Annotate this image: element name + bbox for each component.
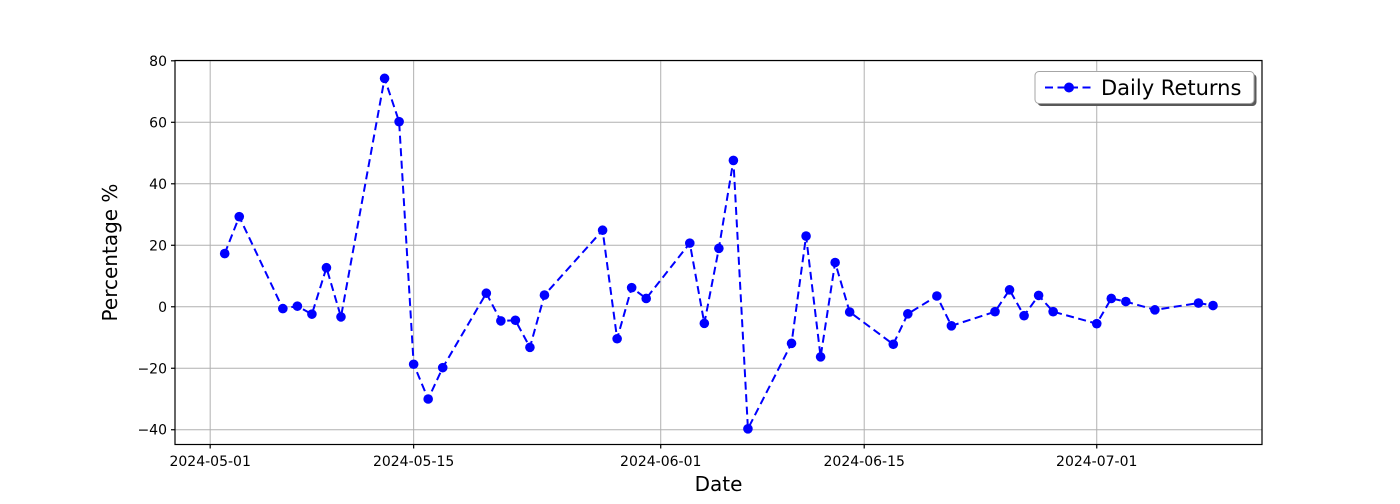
data-point — [1091, 318, 1102, 329]
x-tick-label: 2024-05-01 — [169, 454, 250, 470]
data-point — [932, 291, 942, 301]
data-point — [423, 394, 433, 404]
data-point — [844, 307, 855, 317]
data-point — [408, 359, 419, 370]
data-point — [830, 257, 840, 268]
data-point — [1121, 296, 1131, 307]
data-point — [888, 339, 899, 350]
data-point — [321, 262, 332, 273]
data-point — [481, 288, 492, 299]
data-point — [728, 155, 739, 166]
data-point — [699, 318, 710, 329]
data-point — [946, 321, 957, 331]
data-point — [1019, 310, 1029, 321]
data-point — [1033, 290, 1044, 301]
data-line — [223, 78, 1214, 433]
legend: Daily Returns — [1034, 71, 1257, 106]
data-point — [278, 303, 288, 314]
data-point — [336, 312, 346, 322]
data-point — [903, 309, 913, 319]
legend-label: Daily Returns — [1101, 76, 1241, 100]
y-tick-label: −40 — [137, 423, 167, 439]
data-point — [597, 225, 608, 236]
data-series — [219, 73, 1218, 434]
y-tick-label: 20 — [149, 238, 167, 254]
x-axis-label: Date — [695, 472, 743, 496]
data-point — [379, 73, 390, 84]
data-point — [714, 243, 724, 254]
data-point — [1048, 306, 1058, 317]
y-tick-label: 60 — [149, 115, 167, 131]
data-point — [1193, 298, 1204, 308]
data-point — [786, 338, 797, 349]
y-axis-label: Percentage % — [98, 184, 122, 322]
y-tick-label: 0 — [158, 300, 167, 316]
x-tick-label: 2024-05-15 — [373, 454, 454, 470]
data-point — [292, 301, 303, 311]
x-tick-label: 2024-07-01 — [1056, 454, 1137, 470]
y-tick-label: −20 — [137, 361, 167, 377]
y-tick-label: 80 — [149, 54, 167, 70]
data-point — [1106, 293, 1117, 304]
data-point — [990, 306, 1000, 317]
data-point — [612, 333, 622, 344]
legend-box — [1034, 71, 1255, 104]
data-point — [510, 315, 521, 326]
data-point — [684, 238, 695, 248]
data-point — [815, 352, 826, 362]
x-tick-label: 2024-06-15 — [824, 454, 905, 470]
axis-ticks: −40 −20 0 20 40 60 80 2024-05-01 2024-05-15 2024-… — [137, 54, 1137, 470]
data-point — [234, 211, 245, 222]
y-tick-label: 40 — [149, 177, 167, 193]
data-point — [1004, 285, 1015, 295]
legend-sample-marker — [1064, 82, 1074, 93]
data-point — [1150, 305, 1160, 315]
data-point — [626, 282, 637, 293]
x-tick-label: 2024-06-01 — [620, 454, 701, 470]
data-point — [641, 293, 651, 304]
data-point — [496, 316, 506, 326]
plot-border — [174, 59, 1263, 446]
data-point — [307, 309, 317, 319]
data-point — [743, 424, 753, 434]
data-point — [219, 248, 230, 259]
data-point — [1208, 300, 1218, 311]
data-point — [801, 231, 811, 241]
data-point — [437, 362, 448, 373]
data-point — [394, 116, 404, 127]
data-point — [539, 290, 550, 300]
data-point — [525, 342, 535, 353]
